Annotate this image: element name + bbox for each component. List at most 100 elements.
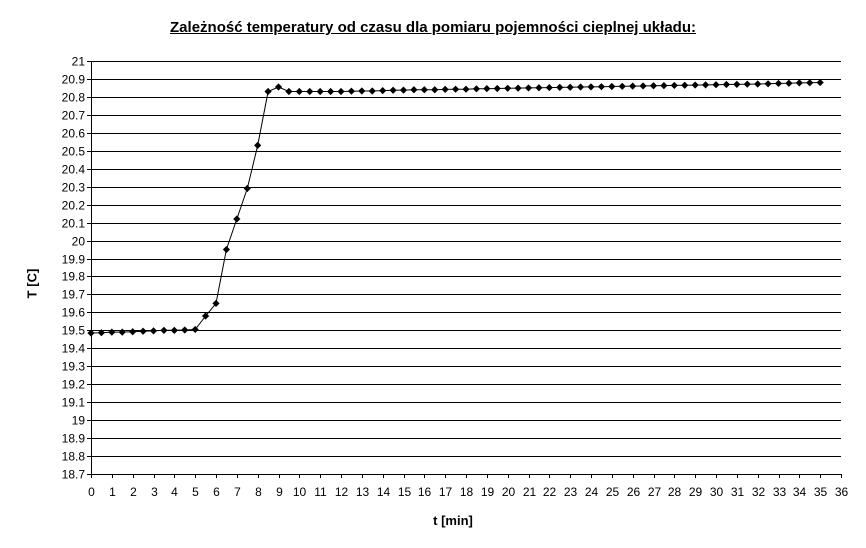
data-point-marker xyxy=(441,85,449,93)
x-tick-label: 22 xyxy=(543,485,557,499)
data-point-marker xyxy=(785,79,793,87)
data-point-marker xyxy=(618,82,626,90)
data-point-marker xyxy=(160,326,168,334)
data-point-marker xyxy=(566,83,574,91)
x-tick-label: 16 xyxy=(418,485,432,499)
data-point-marker xyxy=(389,86,397,94)
x-tick-label: 17 xyxy=(439,485,453,499)
data-point-marker xyxy=(97,329,106,337)
data-point-marker xyxy=(201,312,210,320)
data-point-marker xyxy=(129,328,137,336)
data-point-marker xyxy=(462,85,470,93)
data-point-marker xyxy=(576,83,585,91)
y-tick-label: 19.8 xyxy=(62,270,86,284)
x-tick-label: 35 xyxy=(814,485,828,499)
y-tick-label: 18.7 xyxy=(62,468,86,482)
data-point-marker xyxy=(274,83,283,91)
y-tick-label: 19.2 xyxy=(62,378,86,392)
x-tick-label: 15 xyxy=(398,485,412,499)
grid-lines xyxy=(91,61,841,475)
x-tick-label: 30 xyxy=(710,485,724,499)
data-point-marker xyxy=(608,82,616,91)
data-point-marker xyxy=(670,81,678,90)
x-tick-label: 27 xyxy=(648,485,662,499)
x-tick-label: 32 xyxy=(752,485,766,499)
x-tick-label: 10 xyxy=(293,485,307,499)
data-point-marker xyxy=(420,86,428,94)
data-point-marker xyxy=(149,327,158,335)
x-axis-ticks: 0 1 2 3 4 5 6 7 8 9 10 11 12 13 14 15 16 17 18 19 20 21 22 23 24… xyxy=(88,474,848,499)
x-tick-label: 34 xyxy=(793,485,807,499)
data-point-marker xyxy=(316,87,324,96)
data-point-marker xyxy=(306,87,314,96)
series-temperature xyxy=(87,78,824,337)
data-point-marker xyxy=(410,86,418,94)
data-point-marker xyxy=(754,80,762,88)
data-point-marker xyxy=(399,86,408,94)
y-tick-label: 20.1 xyxy=(62,217,86,231)
data-point-marker xyxy=(108,328,116,336)
data-point-marker xyxy=(556,83,564,91)
data-point-marker xyxy=(691,81,699,89)
chart-title: Zależność temperatury od czasu dla pomia… xyxy=(170,19,696,36)
y-tick-label: 19.1 xyxy=(62,396,86,410)
y-tick-label: 19.5 xyxy=(62,324,86,338)
x-tick-label: 36 xyxy=(835,485,849,499)
data-point-marker xyxy=(337,87,345,96)
x-tick-label: 11 xyxy=(314,485,327,499)
data-point-marker xyxy=(597,83,606,91)
x-tick-label: 19 xyxy=(481,485,495,499)
data-point-marker xyxy=(795,79,803,87)
data-point-marker xyxy=(806,79,814,87)
x-tick-label: 28 xyxy=(668,485,682,499)
data-point-marker xyxy=(285,87,293,96)
data-point-marker xyxy=(233,215,241,223)
y-tick-label: 20.8 xyxy=(62,91,86,105)
data-point-marker xyxy=(139,327,147,335)
data-point-marker xyxy=(451,85,460,93)
data-point-marker xyxy=(181,326,189,334)
data-point-marker xyxy=(764,80,772,88)
x-tick-label: 13 xyxy=(356,485,370,499)
data-point-marker xyxy=(368,87,376,95)
data-point-marker xyxy=(191,325,199,334)
data-point-marker xyxy=(712,81,720,89)
data-point-marker xyxy=(493,84,501,93)
x-tick-label: 3 xyxy=(151,485,158,499)
x-tick-label: 20 xyxy=(502,485,516,499)
y-tick-label: 20.6 xyxy=(62,127,86,141)
data-point-marker xyxy=(722,80,731,89)
x-tick-label: 5 xyxy=(192,485,199,499)
data-point-marker xyxy=(701,81,710,89)
x-tick-label: 25 xyxy=(606,485,620,499)
data-point-marker xyxy=(629,82,637,90)
data-point-marker xyxy=(358,87,366,95)
data-point-marker xyxy=(254,141,262,149)
data-point-marker xyxy=(87,329,95,337)
data-point-marker xyxy=(295,87,303,96)
y-tick-label: 18.8 xyxy=(62,450,86,464)
y-tick-label: 19 xyxy=(72,414,86,428)
x-tick-label: 31 xyxy=(731,485,745,499)
data-point-marker xyxy=(535,84,543,92)
x-tick-label: 33 xyxy=(773,485,787,499)
y-tick-label: 19.6 xyxy=(62,306,86,320)
data-point-marker xyxy=(733,80,741,88)
data-point-marker xyxy=(222,245,231,254)
x-tick-label: 26 xyxy=(627,485,641,499)
y-axis-ticks: 18.7 18.8 18.9 19 19.1 19.2 19.3 19.4 19.5 19.6 19… xyxy=(62,55,91,482)
x-tick-label: 18 xyxy=(460,485,474,499)
x-tick-label: 4 xyxy=(171,485,178,499)
x-tick-label: 9 xyxy=(276,485,283,499)
data-point-marker xyxy=(347,87,356,95)
data-point-marker xyxy=(816,78,824,87)
data-point-marker xyxy=(170,326,178,334)
data-point-marker xyxy=(472,85,481,93)
y-tick-label: 20 xyxy=(72,235,86,249)
y-tick-label: 19.4 xyxy=(62,342,86,356)
data-point-marker xyxy=(118,328,126,336)
data-point-marker xyxy=(243,184,251,193)
y-tick-label: 20.3 xyxy=(62,181,86,195)
series-line xyxy=(90,82,821,334)
